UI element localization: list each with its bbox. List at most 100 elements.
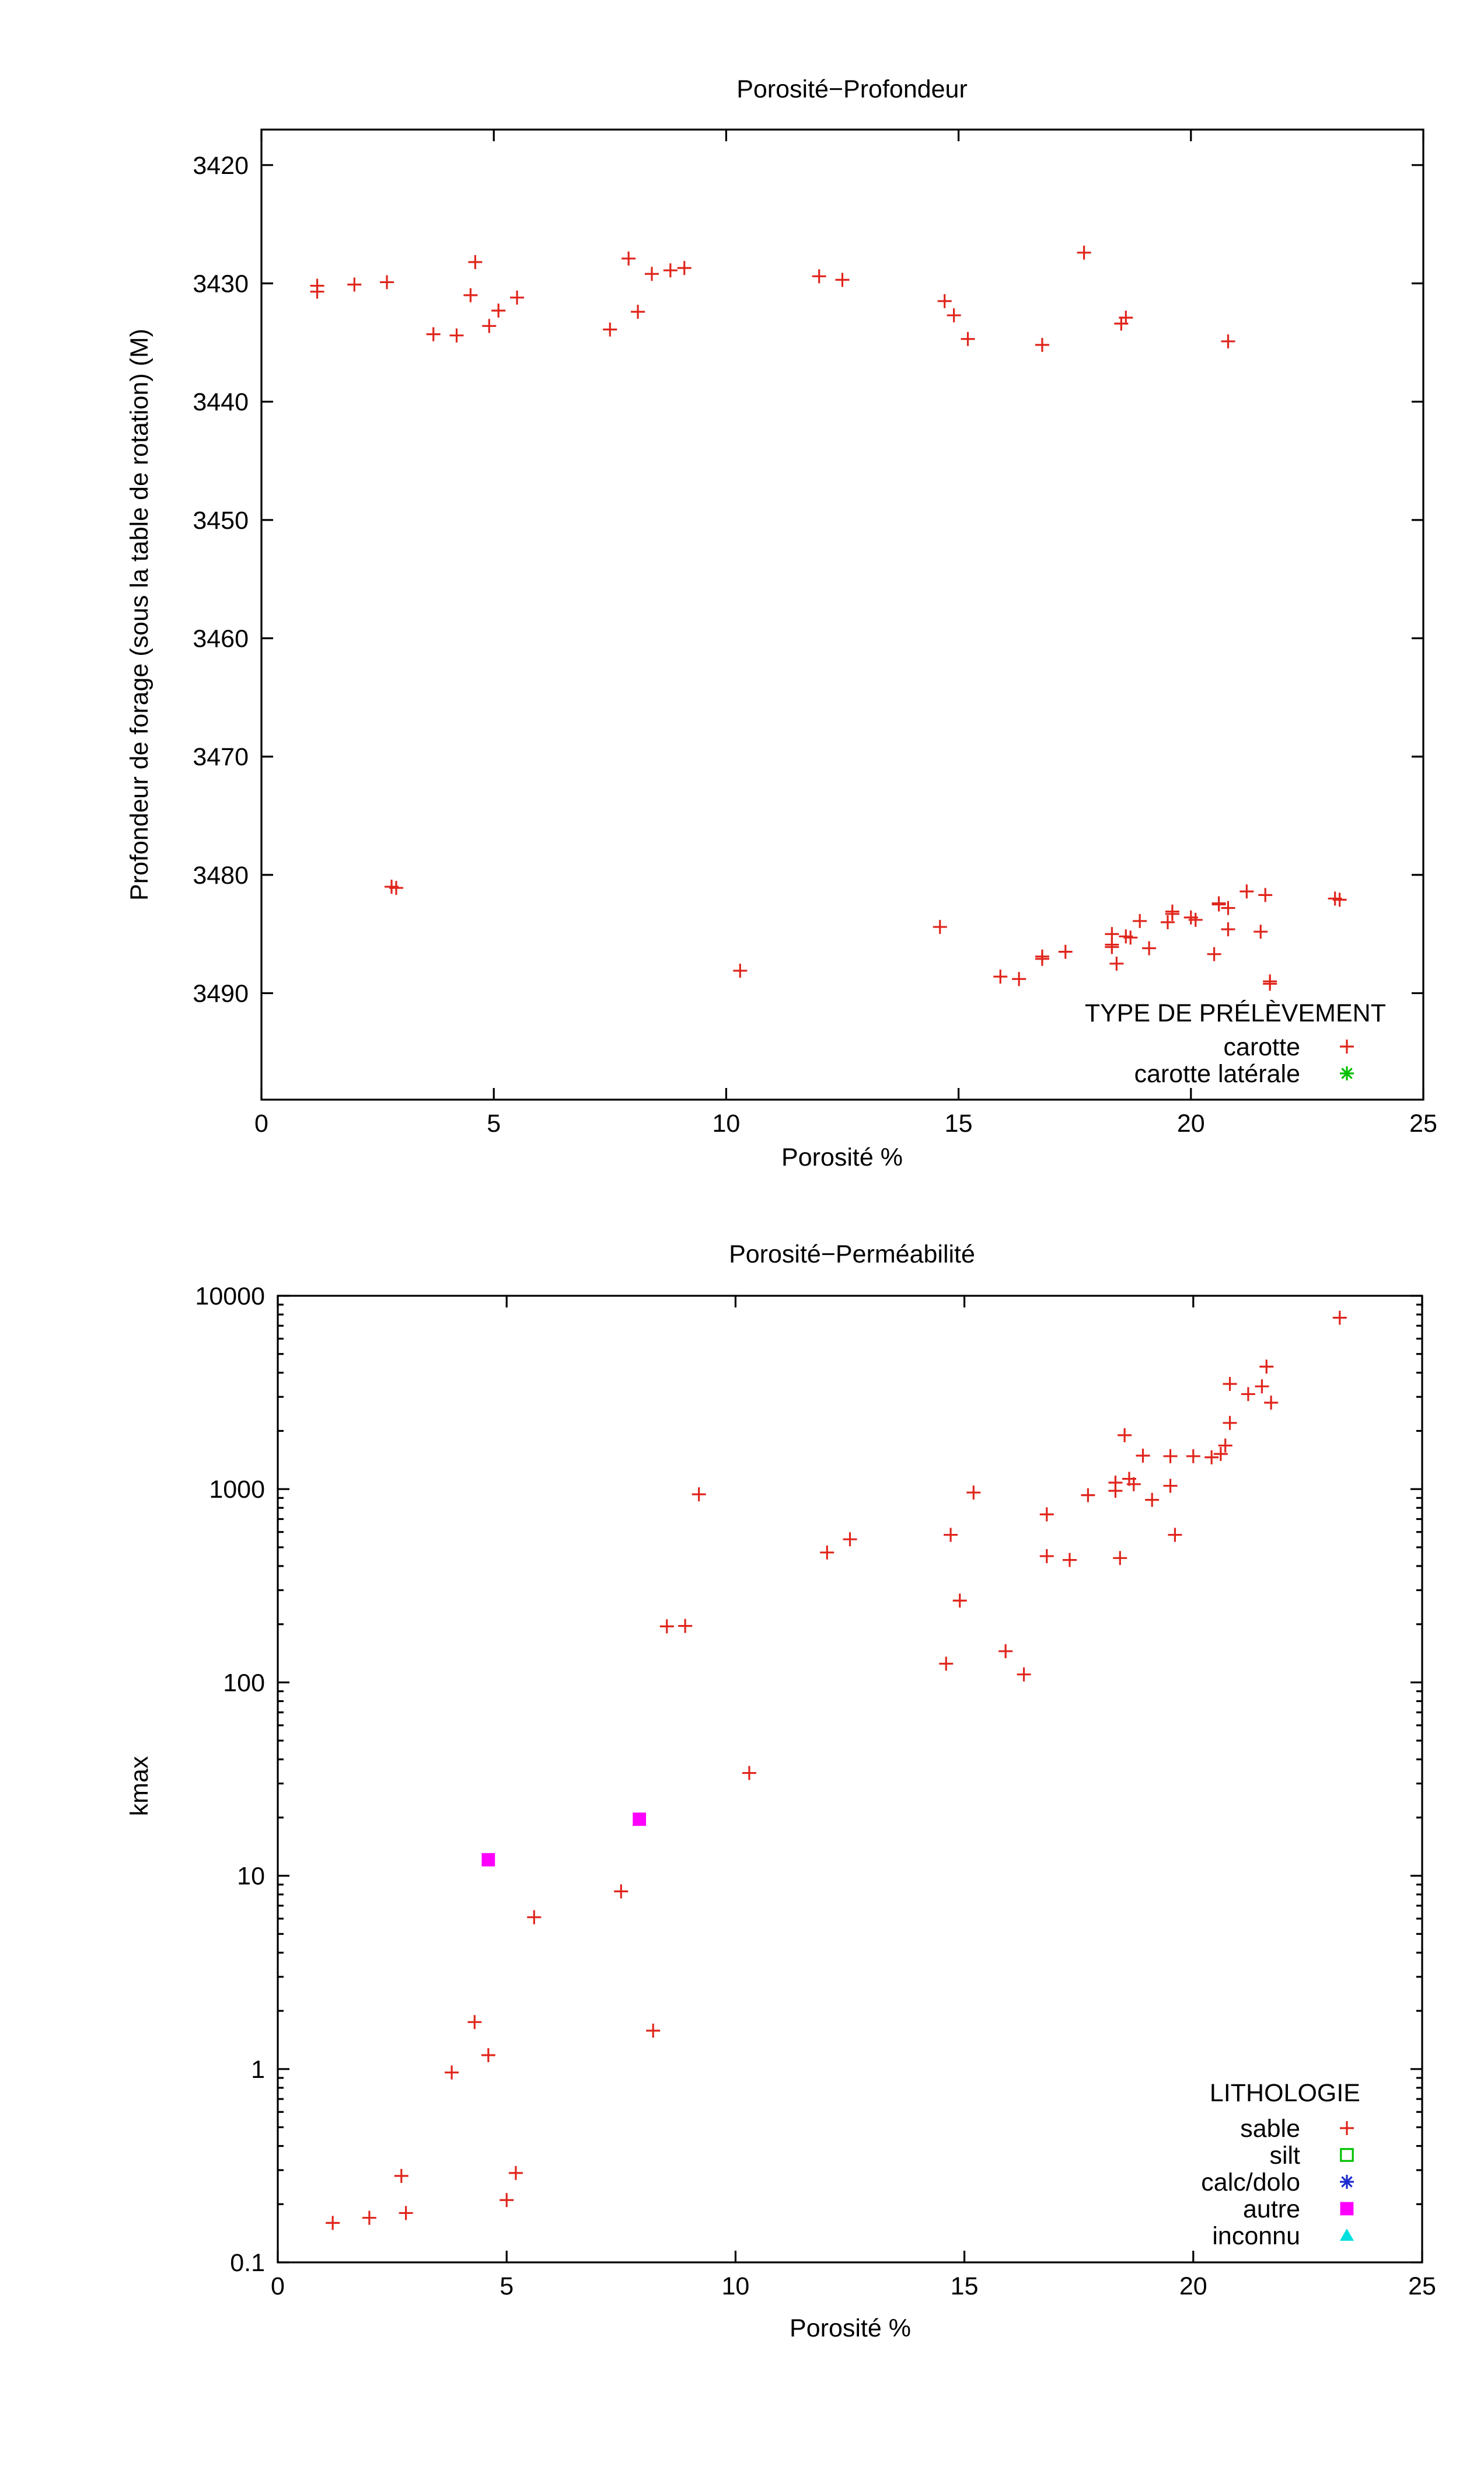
legend-title: TYPE DE PRÉLÈVEMENT (1085, 999, 1386, 1027)
data-point (500, 2193, 514, 2208)
data-point (1221, 901, 1235, 915)
data-point (933, 920, 947, 934)
data-point (742, 1766, 756, 1780)
data-point (1105, 940, 1119, 954)
data-point (1039, 1507, 1054, 1522)
data-point (820, 1545, 834, 1560)
y-tick-label: 10000 (195, 1282, 265, 1310)
data-point (937, 294, 952, 308)
data-point (508, 2165, 523, 2180)
y-tick-label: 3440 (193, 388, 249, 416)
y-axis-label: Profondeur de forage (sous la table de r… (125, 329, 153, 901)
data-point (1221, 922, 1235, 937)
plot-frame (260, 128, 1424, 1101)
data-point (468, 255, 483, 270)
data-point (326, 2216, 340, 2230)
data-point (678, 1619, 693, 1633)
data-point (939, 1657, 954, 1671)
data-point (614, 1884, 628, 1899)
chart-title: Porosité−Profondeur (736, 75, 968, 103)
data-point (1109, 956, 1124, 971)
data-point (633, 1812, 647, 1826)
data-point (1258, 888, 1273, 902)
y-tick-label: 0.1 (230, 2249, 265, 2277)
y-tick-label: 3430 (193, 270, 249, 298)
legend-title: LITHOLOGIE (1210, 2079, 1360, 2107)
data-point (947, 308, 961, 323)
y-axis-ticks (278, 1295, 1422, 2264)
data-point (1118, 1428, 1132, 1442)
data-point (659, 1619, 674, 1634)
data-point (621, 251, 636, 266)
data-point (491, 304, 506, 318)
data-point (445, 2065, 459, 2080)
x-tick-label: 15 (951, 2272, 979, 2300)
x-tick-label: 20 (1177, 1110, 1205, 1138)
data-point (1213, 1446, 1228, 1461)
x-tick-label: 25 (1408, 2272, 1436, 2300)
data-point (1123, 930, 1138, 945)
data-point (1332, 1310, 1347, 1325)
data-point (527, 1910, 542, 1924)
data-point (1204, 1450, 1219, 1464)
data-points (310, 245, 1347, 991)
data-point (1077, 245, 1091, 260)
data-point (1263, 977, 1277, 991)
data-point (467, 2015, 482, 2029)
data-point (1126, 1477, 1141, 1491)
y-tick-label: 100 (223, 1669, 265, 1697)
data-point (310, 284, 324, 299)
data-point (835, 273, 850, 287)
legend-marker (1340, 2229, 1354, 2241)
data-point (510, 290, 525, 305)
y-axis-ticks (261, 164, 1423, 995)
data-point (1063, 1553, 1077, 1567)
porosity-permeability-chart: Porosité−Perméabilité 0 5 10 15 20 25 0.1 1 10 1… (125, 1240, 1436, 2342)
x-tick-labels: 0 5 10 15 20 25 (271, 2272, 1436, 2300)
plot-frame (277, 1295, 1423, 2264)
legend-label: inconnu (1212, 2222, 1300, 2250)
data-point (1253, 925, 1268, 939)
data-point (998, 1644, 1013, 1658)
y-tick-label: 10 (237, 1863, 265, 1891)
legend-label: sable (1240, 2115, 1300, 2143)
data-point (1163, 1478, 1178, 1493)
data-point (966, 1485, 981, 1500)
x-tick-label: 10 (721, 2272, 749, 2300)
legend-marker (1340, 2148, 1354, 2162)
chart-title: Porosité−Perméabilité (729, 1240, 975, 1268)
x-axis-ticks (260, 130, 1424, 1100)
y-tick-labels: 0.1 1 10 100 1000 10000 (195, 1282, 265, 2277)
y-tick-label: 3480 (193, 862, 249, 890)
x-tick-label: 5 (500, 2272, 514, 2300)
data-points (326, 1310, 1347, 2230)
data-point (1259, 1359, 1274, 1374)
data-point (1255, 1379, 1269, 1394)
data-point (1241, 1387, 1255, 1401)
data-point (1160, 915, 1175, 929)
legend-marker (1340, 1040, 1354, 1054)
data-point (1221, 334, 1235, 348)
x-tick-label: 20 (1179, 2272, 1207, 2300)
data-point (1113, 1551, 1127, 1565)
data-point (1163, 1449, 1178, 1463)
data-point (961, 332, 975, 346)
data-point (733, 964, 748, 978)
y-tick-labels: 3420 3430 3440 3450 3460 3470 3480 3490 (193, 152, 249, 1008)
legend-label: autre (1243, 2195, 1300, 2223)
data-point (993, 970, 1008, 984)
x-tick-label: 0 (271, 2272, 285, 2300)
data-point (944, 1528, 958, 1542)
y-tick-label: 3460 (193, 625, 249, 653)
data-point (677, 261, 692, 275)
data-point (1264, 1396, 1279, 1410)
x-tick-labels: 0 5 10 15 20 25 (254, 1110, 1437, 1138)
data-point (1165, 904, 1179, 919)
y-tick-label: 3470 (193, 743, 249, 771)
data-point (1035, 949, 1049, 964)
data-point (644, 267, 659, 281)
data-point (481, 1853, 495, 1867)
